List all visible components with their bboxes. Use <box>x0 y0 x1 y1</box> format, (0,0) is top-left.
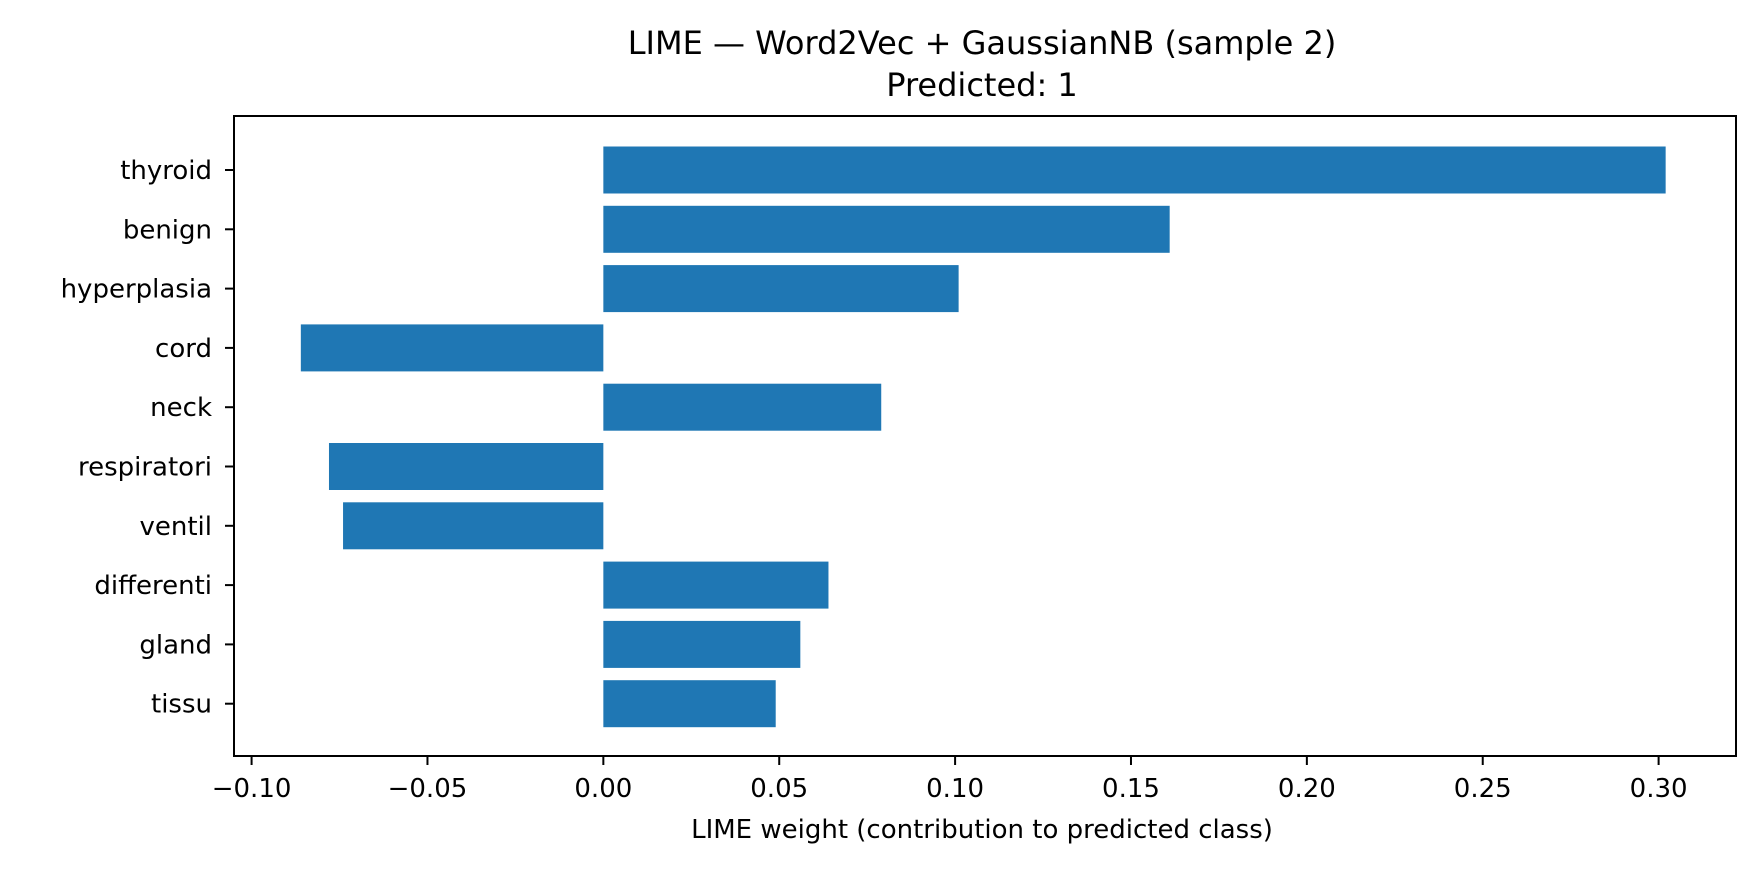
x-tick-label: 0.10 <box>926 774 984 804</box>
chart-title: LIME — Word2Vec + GaussianNB (sample 2) <box>628 24 1337 62</box>
x-tick-label: −0.10 <box>212 774 292 804</box>
bar-respiratori <box>328 443 604 490</box>
bar-ventil <box>343 502 604 550</box>
x-tick-label: 0.30 <box>1630 774 1688 804</box>
plot-frame <box>233 115 1737 757</box>
bar-gland <box>603 620 801 668</box>
y-tick-label: neck <box>150 393 212 423</box>
x-tick-label: 0.20 <box>1278 774 1336 804</box>
x-tick-label: 0.15 <box>1102 774 1160 804</box>
bar-neck <box>603 383 882 431</box>
x-tick-label: 0.05 <box>750 774 808 804</box>
x-tick-label: 0.00 <box>574 774 632 804</box>
bar-benign <box>603 205 1170 253</box>
y-tick-label: hyperplasia <box>61 275 212 305</box>
chart-subtitle: Predicted: 1 <box>886 66 1078 104</box>
x-tick-label: −0.05 <box>388 774 468 804</box>
y-tick-label: ventil <box>139 512 212 542</box>
bar-thyroid <box>603 146 1666 194</box>
x-axis: −0.10 −0.05 0.00 0.05 0.10 0.15 0.20 0.25 0.30 <box>212 756 1688 804</box>
y-tick-label: benign <box>123 215 212 245</box>
y-tick-label: tissu <box>151 690 212 720</box>
y-tick-label: cord <box>155 334 212 364</box>
y-tick-label: differenti <box>94 571 212 601</box>
bar-hyperplasia <box>603 265 959 313</box>
x-tick-label: 0.25 <box>1454 774 1512 804</box>
x-axis-label: LIME weight (contribution to predicted c… <box>691 815 1273 845</box>
y-tick-label: gland <box>139 630 212 660</box>
bars-layer <box>300 146 1666 728</box>
bar-cord <box>300 324 604 372</box>
y-tick-label: respiratori <box>78 453 212 483</box>
y-axis: thyroid benign hyperplasia cord neck respirat… <box>61 156 234 720</box>
bar-differenti <box>603 561 829 609</box>
bar-tissu <box>603 680 776 728</box>
y-tick-label: thyroid <box>120 156 212 186</box>
